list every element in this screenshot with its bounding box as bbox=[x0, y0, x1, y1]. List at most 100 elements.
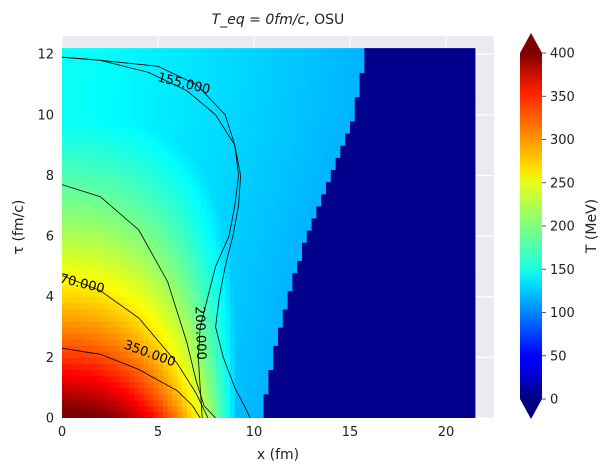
heatmap-cell bbox=[206, 314, 212, 322]
heatmap-cell bbox=[234, 193, 241, 201]
heatmap-cell bbox=[287, 157, 293, 164]
heatmap-cell bbox=[306, 211, 313, 219]
heatmap-cell bbox=[158, 211, 164, 219]
heatmap-cell bbox=[412, 181, 418, 189]
heatmap-cell bbox=[455, 151, 461, 158]
heatmap-cell bbox=[62, 296, 68, 304]
heatmap-cell bbox=[134, 393, 140, 401]
heatmap-cell bbox=[234, 351, 241, 358]
heatmap-cell bbox=[407, 72, 413, 80]
heatmap-cell bbox=[86, 211, 92, 219]
heatmap-cell bbox=[282, 260, 289, 268]
heatmap-cell bbox=[450, 181, 457, 189]
heatmap-cell bbox=[297, 320, 303, 328]
heatmap-cell bbox=[105, 126, 111, 134]
heatmap-cell bbox=[287, 205, 293, 213]
heatmap-cell bbox=[167, 290, 173, 298]
heatmap-cell bbox=[292, 405, 298, 413]
heatmap-cell bbox=[196, 284, 202, 292]
heatmap-cell bbox=[158, 284, 164, 292]
heatmap-cell bbox=[273, 72, 279, 80]
heatmap-cell bbox=[66, 120, 73, 128]
heatmap-cell bbox=[76, 205, 82, 213]
heatmap-cell bbox=[62, 327, 68, 334]
heatmap-cell bbox=[201, 72, 207, 80]
heatmap-cell bbox=[273, 399, 279, 407]
heatmap-cell bbox=[311, 66, 317, 73]
heatmap-cell bbox=[182, 302, 188, 310]
heatmap-cell bbox=[326, 157, 332, 164]
heatmap-cell bbox=[311, 236, 317, 243]
heatmap-cell bbox=[364, 139, 370, 146]
heatmap-cell bbox=[186, 126, 193, 134]
heatmap-cell bbox=[431, 351, 437, 358]
heatmap-cell bbox=[206, 393, 212, 401]
heatmap-cell bbox=[369, 78, 375, 86]
heatmap-cell bbox=[441, 205, 447, 213]
heatmap-cell bbox=[119, 266, 125, 274]
heatmap-cell bbox=[191, 393, 197, 401]
heatmap-cell bbox=[105, 296, 111, 304]
heatmap-cell bbox=[81, 266, 87, 274]
heatmap-cell bbox=[359, 187, 365, 195]
heatmap-cell bbox=[201, 351, 207, 358]
heatmap-cell bbox=[426, 236, 433, 243]
heatmap-cell bbox=[297, 369, 303, 377]
heatmap-cell bbox=[191, 90, 197, 98]
heatmap-cell bbox=[316, 120, 322, 128]
heatmap-cell bbox=[114, 145, 121, 152]
heatmap-cell bbox=[378, 205, 385, 213]
heatmap-cell bbox=[306, 230, 313, 237]
heatmap-cell bbox=[436, 199, 442, 207]
heatmap-cell bbox=[215, 399, 221, 407]
heatmap-cell bbox=[66, 357, 73, 365]
heatmap-cell bbox=[210, 296, 217, 304]
heatmap-cell bbox=[167, 308, 173, 316]
heatmap-cell bbox=[359, 339, 365, 346]
heatmap-cell bbox=[407, 169, 413, 177]
heatmap-cell bbox=[326, 108, 332, 116]
heatmap-cell bbox=[71, 114, 77, 122]
heatmap-cell bbox=[321, 369, 327, 377]
heatmap-cell bbox=[470, 363, 476, 371]
heatmap-cell bbox=[402, 272, 409, 280]
heatmap-cell bbox=[465, 272, 471, 280]
heatmap-cell bbox=[407, 272, 413, 280]
heatmap-cell bbox=[369, 145, 375, 152]
heatmap-cell bbox=[244, 211, 250, 219]
heatmap-cell bbox=[220, 357, 226, 365]
heatmap-cell bbox=[62, 375, 68, 383]
heatmap-cell bbox=[71, 126, 77, 134]
heatmap-cell bbox=[412, 278, 418, 286]
heatmap-cell bbox=[258, 266, 265, 274]
heatmap-cell bbox=[268, 90, 274, 98]
heatmap-cell bbox=[196, 236, 202, 243]
heatmap-cell bbox=[378, 157, 385, 164]
heatmap-cell bbox=[110, 230, 116, 237]
heatmap-cell bbox=[470, 114, 476, 122]
heatmap-cell bbox=[201, 66, 207, 73]
heatmap-cell bbox=[311, 284, 317, 292]
heatmap-cell bbox=[465, 163, 471, 170]
heatmap-cell bbox=[345, 302, 351, 310]
heatmap-cell bbox=[230, 399, 236, 407]
heatmap-cell bbox=[76, 126, 82, 134]
heatmap-cell bbox=[239, 157, 245, 164]
heatmap-cell bbox=[335, 169, 341, 177]
heatmap-cell bbox=[287, 139, 293, 146]
heatmap-cell bbox=[220, 260, 226, 268]
heatmap-cell bbox=[345, 205, 351, 213]
heatmap-cell bbox=[143, 199, 149, 207]
heatmap-cell bbox=[407, 327, 413, 334]
heatmap-cell bbox=[378, 254, 385, 261]
heatmap-cell bbox=[282, 211, 289, 219]
heatmap-cell bbox=[244, 175, 250, 183]
heatmap-cell bbox=[278, 302, 284, 310]
heatmap-cell bbox=[345, 387, 351, 395]
heatmap-cell bbox=[321, 120, 327, 128]
heatmap-cell bbox=[388, 339, 394, 346]
heatmap-cell bbox=[460, 236, 466, 243]
heatmap-cell bbox=[350, 411, 356, 418]
heatmap-cell bbox=[297, 260, 303, 268]
heatmap-cell bbox=[350, 145, 356, 152]
